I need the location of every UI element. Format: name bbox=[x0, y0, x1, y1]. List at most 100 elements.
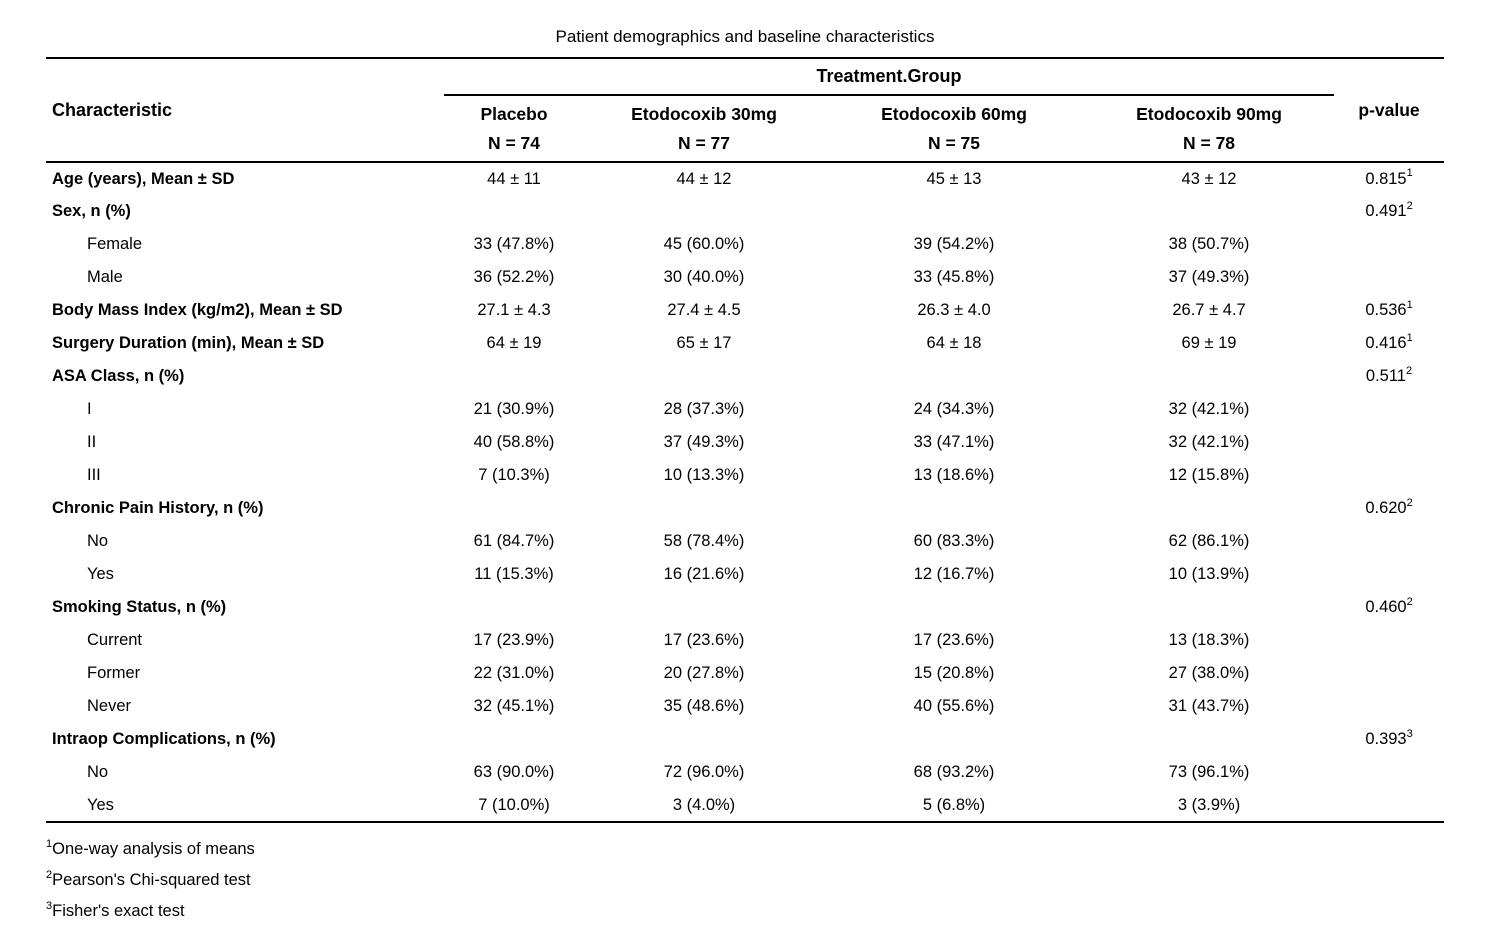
data-cell bbox=[584, 723, 824, 756]
column-header-label: Etodocoxib 90mg bbox=[1136, 103, 1282, 124]
row-label: Sex, n (%) bbox=[52, 202, 131, 220]
data-cell: 21 (30.9%) bbox=[473, 400, 555, 418]
column-header-label: Etodocoxib 30mg bbox=[631, 103, 777, 124]
data-cell: 15 (20.8%) bbox=[913, 664, 995, 682]
row-label: Yes bbox=[87, 565, 114, 583]
pvalue-cell bbox=[1334, 558, 1444, 591]
data-cell: 64 ± 18 bbox=[926, 334, 982, 352]
data-cell bbox=[584, 492, 824, 525]
pvalue-footnote-marker: 1 bbox=[1406, 298, 1413, 311]
data-cell: 22 (31.0%) bbox=[473, 664, 555, 682]
footnote-text: Pearson's Chi-squared test bbox=[52, 871, 251, 889]
pvalue-cell: 0.3933 bbox=[1334, 723, 1444, 756]
data-cell: 27.1 ± 4.3 bbox=[477, 301, 551, 319]
table-row: Current 17 (23.9%) 17 (23.6%) 17 (23.6%) 13 … bbox=[46, 624, 1444, 657]
pvalue-cell: 0.4602 bbox=[1334, 591, 1444, 624]
data-cell bbox=[824, 492, 1084, 525]
data-cell: 61 (84.7%) bbox=[473, 532, 555, 550]
data-cell bbox=[444, 492, 584, 525]
pvalue-value: 0.815 bbox=[1365, 169, 1407, 188]
table-row: No 61 (84.7%) 58 (78.4%) 60 (83.3%) 62 (86.1… bbox=[46, 525, 1444, 558]
data-cell bbox=[824, 195, 1084, 228]
data-cell: 16 (21.6%) bbox=[663, 565, 745, 583]
table-row: Sex, n (%) 0.4912 bbox=[46, 195, 1444, 228]
table-row: Smoking Status, n (%) 0.4602 bbox=[46, 591, 1444, 624]
row-label: Yes bbox=[46, 789, 444, 823]
data-cell: 63 (90.0%) bbox=[473, 763, 555, 781]
table-row: Surgery Duration (min), Mean ± SD 64 ± 19… bbox=[46, 327, 1444, 360]
row-label: No bbox=[87, 763, 109, 781]
row-label: No bbox=[87, 532, 109, 550]
table-row: I 21 (30.9%) 28 (37.3%) 24 (34.3%) 32 (42.1%… bbox=[46, 393, 1444, 426]
table-row: Former 22 (31.0%) 20 (27.8%) 15 (20.8%) 27 (… bbox=[46, 657, 1444, 690]
footnote-text: One-way analysis of means bbox=[52, 840, 255, 858]
pvalue-footnote-marker: 2 bbox=[1406, 199, 1413, 212]
data-cell bbox=[584, 195, 824, 228]
column-header: Etodocoxib 30mg N = 77 bbox=[584, 95, 824, 163]
data-cell: 40 (58.8%) bbox=[473, 433, 555, 451]
table-title: Patient demographics and baseline charac… bbox=[555, 27, 935, 46]
row-label: II bbox=[87, 433, 97, 451]
data-cell: 32 (42.1%) bbox=[1168, 433, 1250, 451]
data-cell bbox=[444, 723, 584, 756]
pvalue-cell bbox=[1334, 756, 1444, 789]
spanner-row: Characteristic Treatment.Group p-value bbox=[46, 57, 1445, 163]
data-cell: 26.3 ± 4.0 bbox=[917, 301, 991, 319]
data-cell: 3 (4.0%) bbox=[584, 789, 824, 823]
table-row: II 40 (58.8%) 37 (49.3%) 33 (47.1%) 32 (42.1… bbox=[46, 426, 1444, 459]
row-label: I bbox=[87, 400, 92, 418]
data-cell: 35 (48.6%) bbox=[663, 697, 745, 715]
column-header-n: N = 78 bbox=[1182, 132, 1236, 153]
data-cell: 17 (23.6%) bbox=[913, 631, 995, 649]
data-cell: 64 ± 19 bbox=[486, 334, 542, 352]
column-header: Placebo N = 74 bbox=[444, 95, 584, 163]
pvalue-value: 0.460 bbox=[1365, 598, 1407, 616]
pvalue-cell bbox=[1334, 459, 1444, 492]
data-cell: 40 (55.6%) bbox=[913, 697, 995, 715]
column-header-row: Placebo N = 74 Etodocoxib 30mg N = 77 Etodoc… bbox=[46, 95, 1444, 163]
footnotes: 1One-way analysis of means 2Pearson's Ch… bbox=[46, 834, 1495, 927]
table-row: Age (years), Mean ± SD 44 ± 11 44 ± 12 45 ±… bbox=[46, 162, 1444, 195]
data-cell: 7 (10.0%) bbox=[444, 789, 584, 823]
column-header-n: N = 75 bbox=[927, 132, 981, 153]
data-cell: 13 (18.3%) bbox=[1168, 631, 1250, 649]
data-cell: 17 (23.9%) bbox=[473, 631, 555, 649]
pvalue-footnote-marker: 1 bbox=[1406, 167, 1413, 179]
data-cell bbox=[1084, 591, 1334, 624]
table-row: III 7 (10.3%) 10 (13.3%) 13 (18.6%) 12 (15.8… bbox=[46, 459, 1444, 492]
data-cell: 20 (27.8%) bbox=[663, 664, 745, 682]
pvalue-cell: 0.4161 bbox=[1334, 327, 1444, 360]
footnote-text: Fisher's exact test bbox=[52, 902, 185, 920]
data-cell bbox=[584, 360, 824, 393]
column-header-n: N = 77 bbox=[677, 132, 731, 153]
pvalue-cell: 0.5361 bbox=[1334, 294, 1444, 327]
data-cell: 7 (10.3%) bbox=[478, 466, 550, 484]
data-cell: 5 (6.8%) bbox=[824, 789, 1084, 823]
data-cell: 17 (23.6%) bbox=[663, 631, 745, 649]
data-cell bbox=[824, 591, 1084, 624]
pvalue-cell: 0.6202 bbox=[1334, 492, 1444, 525]
row-label: Intraop Complications, n (%) bbox=[52, 730, 276, 748]
data-cell: 73 (96.1%) bbox=[1168, 763, 1250, 781]
pvalue-cell bbox=[1334, 228, 1444, 261]
data-cell: 11 (15.3%) bbox=[474, 565, 554, 583]
data-cell: 58 (78.4%) bbox=[663, 532, 745, 550]
data-cell bbox=[824, 360, 1084, 393]
data-cell bbox=[444, 195, 584, 228]
data-cell: 37 (49.3%) bbox=[663, 433, 745, 451]
table-row: ASA Class, n (%) 0.5112 bbox=[46, 360, 1444, 393]
treatment-group-spanner: Treatment.Group bbox=[444, 57, 1335, 96]
column-header: Etodocoxib 90mg N = 78 bbox=[1084, 95, 1335, 163]
table-row: Intraop Complications, n (%) 0.3933 bbox=[46, 723, 1444, 756]
pvalue-value: 0.416 bbox=[1365, 334, 1407, 352]
column-header: Etodocoxib 60mg N = 75 bbox=[824, 95, 1084, 163]
data-cell: 32 (42.1%) bbox=[1168, 400, 1250, 418]
table-row: Yes 11 (15.3%) 16 (21.6%) 12 (16.7%) 10 (13.… bbox=[46, 558, 1444, 591]
data-cell: 60 (83.3%) bbox=[913, 532, 995, 550]
data-cell: 45 (60.0%) bbox=[663, 235, 745, 253]
row-label: Female bbox=[87, 235, 143, 253]
footnote-marker: 1 bbox=[46, 837, 53, 850]
data-cell: 33 (47.1%) bbox=[913, 433, 995, 451]
data-cell: 65 ± 17 bbox=[676, 334, 732, 352]
